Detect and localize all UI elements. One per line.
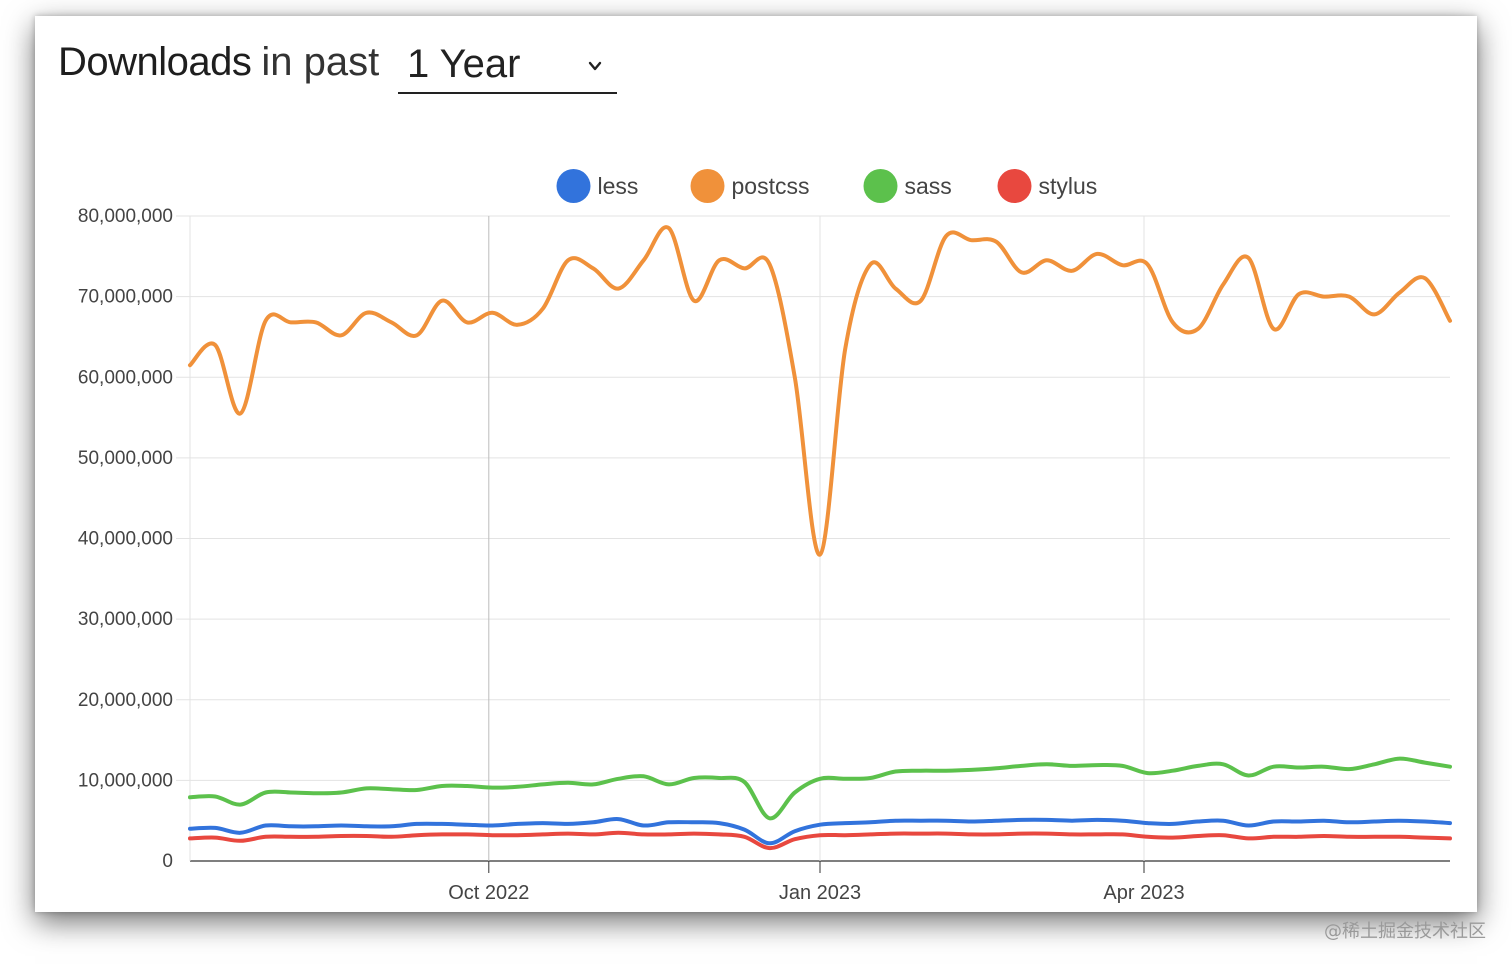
- downloads-card: Downloads in past 1 Year 0 10,000,000 20,0…: [35, 16, 1477, 912]
- legend-label-sass: sass: [905, 173, 952, 199]
- period-select-value: 1 Year: [407, 42, 521, 86]
- y-tick-label: 40,000,000: [78, 529, 173, 550]
- y-tick-label: 60,000,000: [78, 367, 173, 388]
- x-tick-label: Jan 2023: [779, 882, 861, 904]
- chart-grid: [176, 215, 1450, 873]
- legend-label-postcss: postcss: [732, 173, 810, 199]
- legend-swatch-stylus: [997, 169, 1032, 203]
- downloads-chart: 0 10,000,000 20,000,000 30,000,000 40,000,00…: [78, 169, 1452, 904]
- chart-legend: less postcss sass stylus: [556, 169, 1098, 203]
- y-tick-label: 80,000,000: [78, 206, 173, 227]
- page-title: Downloads in past: [58, 40, 379, 85]
- y-tick-label: 20,000,000: [78, 690, 173, 711]
- y-tick-label: 30,000,000: [78, 609, 173, 630]
- y-tick-label: 50,000,000: [78, 448, 173, 469]
- chart-series: [188, 225, 1452, 851]
- x-axis: Oct 2022 Jan 2023 Apr 2023: [448, 882, 1184, 904]
- legend-swatch-sass: [863, 169, 898, 203]
- series-line-stylus: [188, 830, 1452, 851]
- legend-swatch-postcss: [690, 169, 725, 203]
- x-tick-label: Oct 2022: [448, 882, 529, 904]
- legend-label-less: less: [598, 173, 639, 199]
- watermark: @稀土掘金技术社区: [1324, 921, 1486, 942]
- title-light: in past: [261, 40, 380, 84]
- legend-label-stylus: stylus: [1039, 173, 1098, 199]
- x-tick-label: Apr 2023: [1103, 882, 1184, 904]
- title-strong: Downloads: [58, 40, 252, 84]
- chevron-down-icon: [588, 61, 602, 71]
- period-select[interactable]: 1 Year: [398, 42, 617, 94]
- y-tick-label: 0: [162, 851, 173, 872]
- y-axis: 0 10,000,000 20,000,000 30,000,000 40,000,00…: [78, 206, 173, 872]
- series-line-postcss: [188, 225, 1452, 557]
- series-line-less: [188, 817, 1452, 846]
- y-tick-label: 70,000,000: [78, 287, 173, 308]
- series-line-sass: [188, 756, 1452, 821]
- y-tick-label: 10,000,000: [78, 770, 173, 791]
- legend-swatch-less: [556, 169, 591, 203]
